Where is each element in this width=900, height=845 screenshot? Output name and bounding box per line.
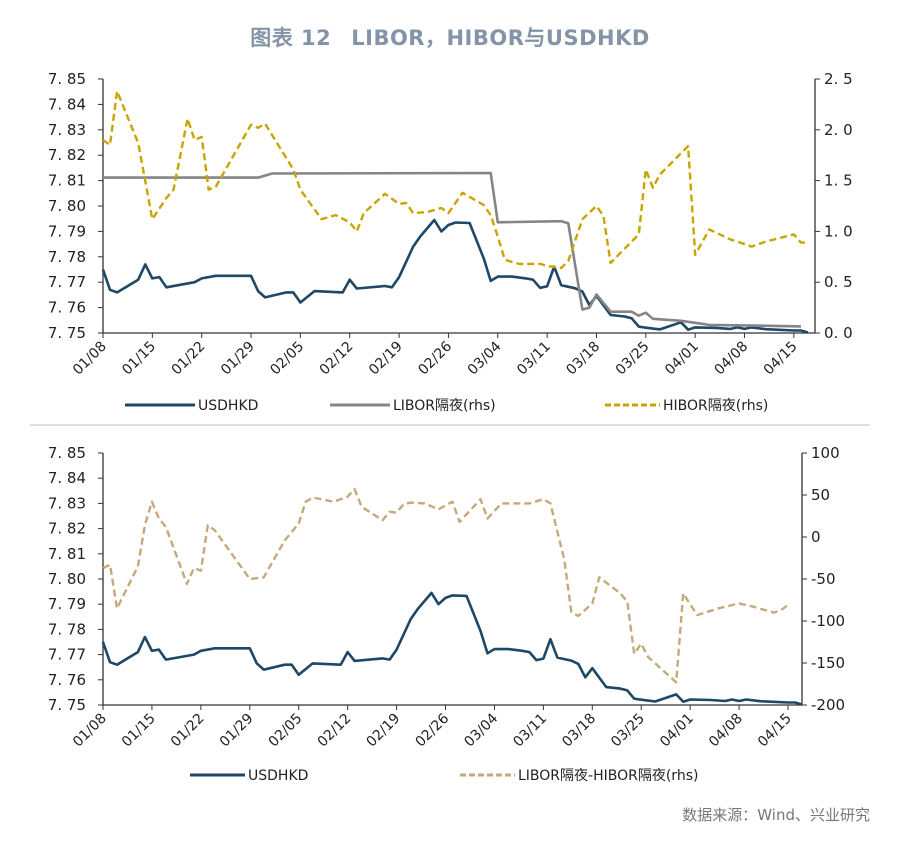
x-tick-label: 01/29 [217, 711, 257, 751]
x-tick-label: 01/15 [119, 711, 159, 751]
right-tick-label: 1. 5 [824, 172, 853, 190]
right-tick-label: 0 [811, 528, 821, 546]
x-tick-label: 01/08 [70, 339, 110, 379]
left-tick-label: 7. 82 [48, 146, 86, 164]
x-tick-label: 01/08 [70, 711, 110, 751]
series-line-usdhkd [101, 591, 803, 706]
right-tick-label: 100 [811, 444, 840, 462]
x-tick-label: 03/11 [514, 339, 554, 379]
left-tick-label: 7. 85 [48, 70, 86, 88]
left-tick-label: 7. 80 [48, 570, 86, 588]
left-tick-label: 7. 77 [48, 646, 86, 664]
x-tick-label: 03/11 [510, 711, 550, 751]
right-tick-label: 2. 0 [824, 121, 853, 139]
left-tick-label: 7. 83 [48, 121, 86, 139]
left-tick-label: 7. 76 [48, 671, 86, 689]
x-tick-label: 02/26 [415, 338, 455, 378]
left-tick-label: 7. 76 [48, 299, 86, 317]
figure-title: LIBOR，HIBOR与USDHKD [351, 26, 650, 50]
legend-label: LIBOR隔夜-HIBOR隔夜(rhs) [518, 768, 698, 784]
x-tick-label: 04/15 [755, 711, 795, 751]
x-tick-label: 04/01 [662, 339, 702, 379]
x-tick-label: 04/08 [706, 711, 746, 751]
right-tick-label: 0. 5 [824, 273, 853, 291]
x-tick-label: 04/15 [761, 339, 801, 379]
legend-label: USDHKD [198, 398, 258, 414]
x-tick-label: 01/15 [119, 339, 159, 379]
right-tick-label: -100 [811, 612, 845, 630]
chart-1: 7. 75 7. 76 7. 77 7. 78 7. 79 7. 80 7. 81 7. 82… [48, 70, 853, 414]
x-tick-label: 02/05 [266, 711, 306, 751]
left-tick-label: 7. 85 [48, 444, 86, 462]
left-tick-label: 7. 78 [48, 620, 86, 638]
right-tick-label: -200 [811, 696, 845, 714]
right-tick-label: 0. 0 [824, 324, 853, 342]
figure-number: 图表 12 [250, 26, 332, 50]
left-tick-label: 7. 78 [48, 248, 86, 266]
legend-label: USDHKD [248, 768, 308, 784]
x-tick-label: 03/25 [613, 339, 653, 379]
chart-2: 7. 75 7. 76 7. 77 7. 78 7. 79 7. 80 7. 81 7. 82… [48, 444, 845, 784]
x-tick-label: 02/05 [267, 339, 307, 379]
x-tick-label: 04/01 [657, 711, 697, 751]
x-tick-label: 03/04 [465, 338, 505, 378]
left-tick-label: 7. 84 [48, 95, 86, 113]
right-tick-label: -150 [811, 654, 845, 672]
left-tick-label: 7. 80 [48, 197, 86, 215]
series-line-usdhkd [101, 218, 809, 334]
x-tick-label: 03/18 [559, 711, 599, 751]
x-tick-label: 01/22 [168, 711, 208, 751]
x-tick-label: 03/04 [461, 710, 501, 750]
left-tick-label: 7. 79 [48, 222, 86, 240]
legend-label: LIBOR隔夜(rhs) [393, 398, 496, 414]
legend-label: HIBOR隔夜(rhs) [663, 398, 768, 414]
x-tick-label: 02/12 [315, 711, 355, 751]
right-tick-label: 50 [811, 486, 830, 504]
source-note: 数据来源：Wind、兴业研究 [682, 806, 870, 824]
left-tick-label: 7. 75 [48, 696, 86, 714]
left-tick-label: 7. 79 [48, 595, 86, 613]
x-tick-label: 02/19 [364, 711, 404, 751]
x-tick-label: 02/26 [412, 710, 452, 750]
series-line-hibor-rhs- [102, 90, 808, 270]
x-tick-label: 01/29 [218, 339, 258, 379]
x-tick-label: 02/12 [317, 339, 357, 379]
series-line-libor-hibor-rhs- [102, 487, 789, 684]
left-tick-label: 7. 81 [48, 172, 86, 190]
x-tick-label: 03/18 [563, 339, 603, 379]
left-tick-label: 7. 82 [48, 520, 86, 538]
left-tick-label: 7. 84 [48, 469, 86, 487]
left-tick-label: 7. 75 [48, 324, 86, 342]
x-tick-label: 02/19 [366, 339, 406, 379]
chart-title: 图表 12 LIBOR，HIBOR与USDHKD [0, 22, 900, 52]
right-tick-label: -50 [811, 570, 836, 588]
right-tick-label: 2. 5 [824, 70, 853, 88]
left-tick-label: 7. 77 [48, 273, 86, 291]
x-tick-label: 01/22 [169, 339, 209, 379]
left-tick-label: 7. 83 [48, 494, 86, 512]
series-line-libor-rhs- [103, 171, 801, 328]
x-tick-label: 03/25 [608, 711, 648, 751]
right-tick-label: 1. 0 [824, 222, 853, 240]
left-tick-label: 7. 81 [48, 545, 86, 563]
x-tick-label: 04/08 [711, 339, 751, 379]
